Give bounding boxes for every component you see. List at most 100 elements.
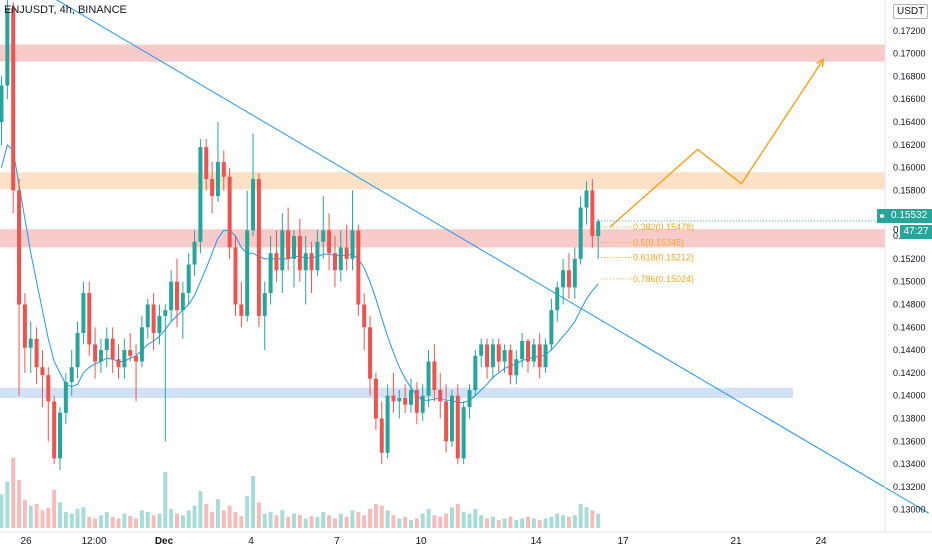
time-tick-label: 7 <box>334 536 340 547</box>
volume-bar <box>34 504 39 528</box>
candle-body <box>58 412 62 459</box>
volume-bar <box>502 518 507 528</box>
candle-body <box>227 176 232 248</box>
candle-body <box>46 375 51 402</box>
candle-body <box>461 407 466 459</box>
candle-body <box>566 270 571 288</box>
candle-body <box>303 253 308 271</box>
candle-body <box>350 230 355 259</box>
candle-body <box>397 397 402 402</box>
volume-bar <box>104 512 109 528</box>
candle-body <box>490 344 495 368</box>
volume-bar <box>81 507 86 528</box>
volume-bar <box>227 505 232 528</box>
descending-trendline <box>56 0 929 514</box>
volume-bar <box>268 512 273 528</box>
price-tick-label: 0.15200 <box>893 254 926 264</box>
volume-bar <box>87 516 92 528</box>
volume-bar <box>368 508 373 528</box>
volume-bar <box>134 518 139 528</box>
volume-bar <box>98 515 103 528</box>
candle-body <box>28 338 33 348</box>
candle-body <box>198 147 203 242</box>
candle-body <box>379 418 384 453</box>
volume-bar <box>391 515 396 528</box>
volume-bar <box>186 510 191 528</box>
volume-bar <box>549 516 554 528</box>
volume-bar <box>338 513 343 528</box>
candle-body <box>297 236 302 271</box>
candle-body <box>186 264 191 294</box>
fib-level-label: 0.786(0.15024) <box>633 274 694 284</box>
bar-countdown-timer: 47:27 <box>900 225 932 239</box>
volume-bar <box>28 505 33 528</box>
volume-bar <box>467 513 472 528</box>
volume-bar <box>46 508 51 528</box>
volume-bar <box>584 507 589 528</box>
time-tick-label: 26 <box>20 536 32 547</box>
volume-bar <box>531 518 536 528</box>
candle-body <box>40 367 45 376</box>
candle-body <box>175 281 179 311</box>
candle-body <box>555 287 560 311</box>
volume-bar <box>438 516 443 528</box>
volume-bar <box>175 513 179 528</box>
volume-bar <box>93 518 98 528</box>
volume-bar <box>292 513 296 528</box>
candle-body <box>81 293 86 333</box>
candle-body <box>596 221 601 237</box>
candle-body <box>0 85 4 123</box>
volume-bar <box>344 516 349 528</box>
candle-body <box>139 327 144 362</box>
candle-body <box>403 397 408 405</box>
time-tick-label: 17 <box>617 536 629 547</box>
volume-bar <box>455 504 460 528</box>
candle-body <box>34 338 39 368</box>
price-tick-label: 0.16000 <box>893 163 926 173</box>
price-tick-label: 0.14400 <box>893 345 926 355</box>
volume-bar <box>350 510 355 528</box>
candle-body <box>274 253 279 271</box>
candle-body <box>98 350 103 362</box>
candle-body <box>245 230 250 316</box>
volume-bar <box>461 512 466 528</box>
time-tick-label: Dec <box>155 536 174 547</box>
volume-bar <box>321 512 326 528</box>
candle-body <box>151 304 156 333</box>
volume-bar <box>561 515 566 528</box>
candle-body <box>455 395 460 459</box>
price-tick-label: 0.15000 <box>893 277 926 287</box>
volume-bar <box>444 513 449 528</box>
volume-bar <box>210 512 215 528</box>
price-tick-label: 0.14600 <box>893 322 926 332</box>
price-tick-label: 0.17200 <box>893 26 926 36</box>
volume-bar <box>315 516 320 528</box>
volume-bar <box>485 518 490 528</box>
candle-body <box>373 378 378 419</box>
candle-body <box>520 340 525 360</box>
volume-bar <box>180 515 185 528</box>
volume-bar <box>262 513 267 528</box>
volume-bar <box>145 512 150 528</box>
volume-bar <box>204 504 209 528</box>
volume-bar <box>58 502 62 528</box>
price-tick-label: 0.13200 <box>893 482 926 492</box>
volume-bar <box>245 496 250 528</box>
volume-bar <box>578 504 583 528</box>
candle-body <box>385 395 390 453</box>
candle-body <box>256 179 261 316</box>
candle-body <box>215 161 220 197</box>
currency-selector[interactable]: USDT <box>893 4 929 19</box>
candle-body <box>128 350 133 356</box>
candle-body <box>75 332 80 368</box>
price-tick-label: 0.13600 <box>893 436 926 446</box>
candle-body <box>332 253 337 271</box>
volume-bar <box>75 508 80 528</box>
volume-bar <box>198 491 203 528</box>
symbol-title[interactable]: ENJUSDT, 4h, BINANCE <box>4 4 127 16</box>
price-tick-label: 0.14200 <box>893 368 926 378</box>
candle-body <box>268 253 273 294</box>
volume-bar <box>11 457 16 528</box>
